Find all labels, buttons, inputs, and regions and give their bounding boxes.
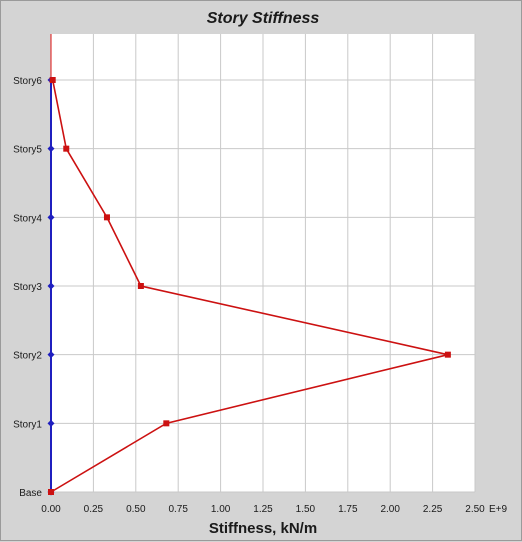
data-point-marker [47,351,55,359]
x-tick-label: 1.25 [253,504,273,515]
x-tick-label: 1.75 [338,504,358,515]
y-tick-label: Story5 [13,145,42,156]
data-point-marker [48,489,54,495]
data-point-marker [63,145,70,152]
data-point-marker [47,282,55,290]
x-multiplier-label: E+9 [489,504,508,515]
data-point-marker [137,283,144,289]
y-tick-label: Story1 [13,419,42,430]
data-point-marker [163,420,170,427]
x-tick-label: 2.25 [423,504,443,515]
data-point-marker [47,419,55,427]
x-axis-label: Stiffness, kN/m [209,520,317,537]
data-point-marker [444,351,451,358]
y-tick-label: Base [19,488,42,499]
y-tick-label: Story2 [13,351,42,362]
x-tick-label: 1.00 [211,504,231,515]
series-layer [47,76,451,496]
data-point-marker [47,145,55,153]
x-tick-label: 0.50 [126,504,146,515]
data-point-marker [47,213,55,221]
data-point-marker [49,77,56,83]
y-tick-label: Story4 [13,213,42,224]
chart-title: Story Stiffness [207,10,320,27]
x-tick-label: 1.50 [296,504,316,515]
y-tick-labels: Base Story1 Story2 Story3 Story4 Story5 Story6 [13,76,42,499]
y-tick-label: Story3 [13,282,42,293]
x-tick-label: 2.50 [465,504,485,515]
x-tick-label: 0.75 [168,504,188,515]
y-tick-label: Story6 [13,76,42,87]
x-tick-label: 0.00 [41,504,61,515]
x-tick-labels: 0.00 0.25 0.50 0.75 1.00 1.25 1.50 1.75 2.00 2.25… [41,504,485,515]
data-point-marker [103,214,110,221]
x-tick-label: 2.00 [380,504,400,515]
x-tick-label: 0.25 [84,504,104,515]
